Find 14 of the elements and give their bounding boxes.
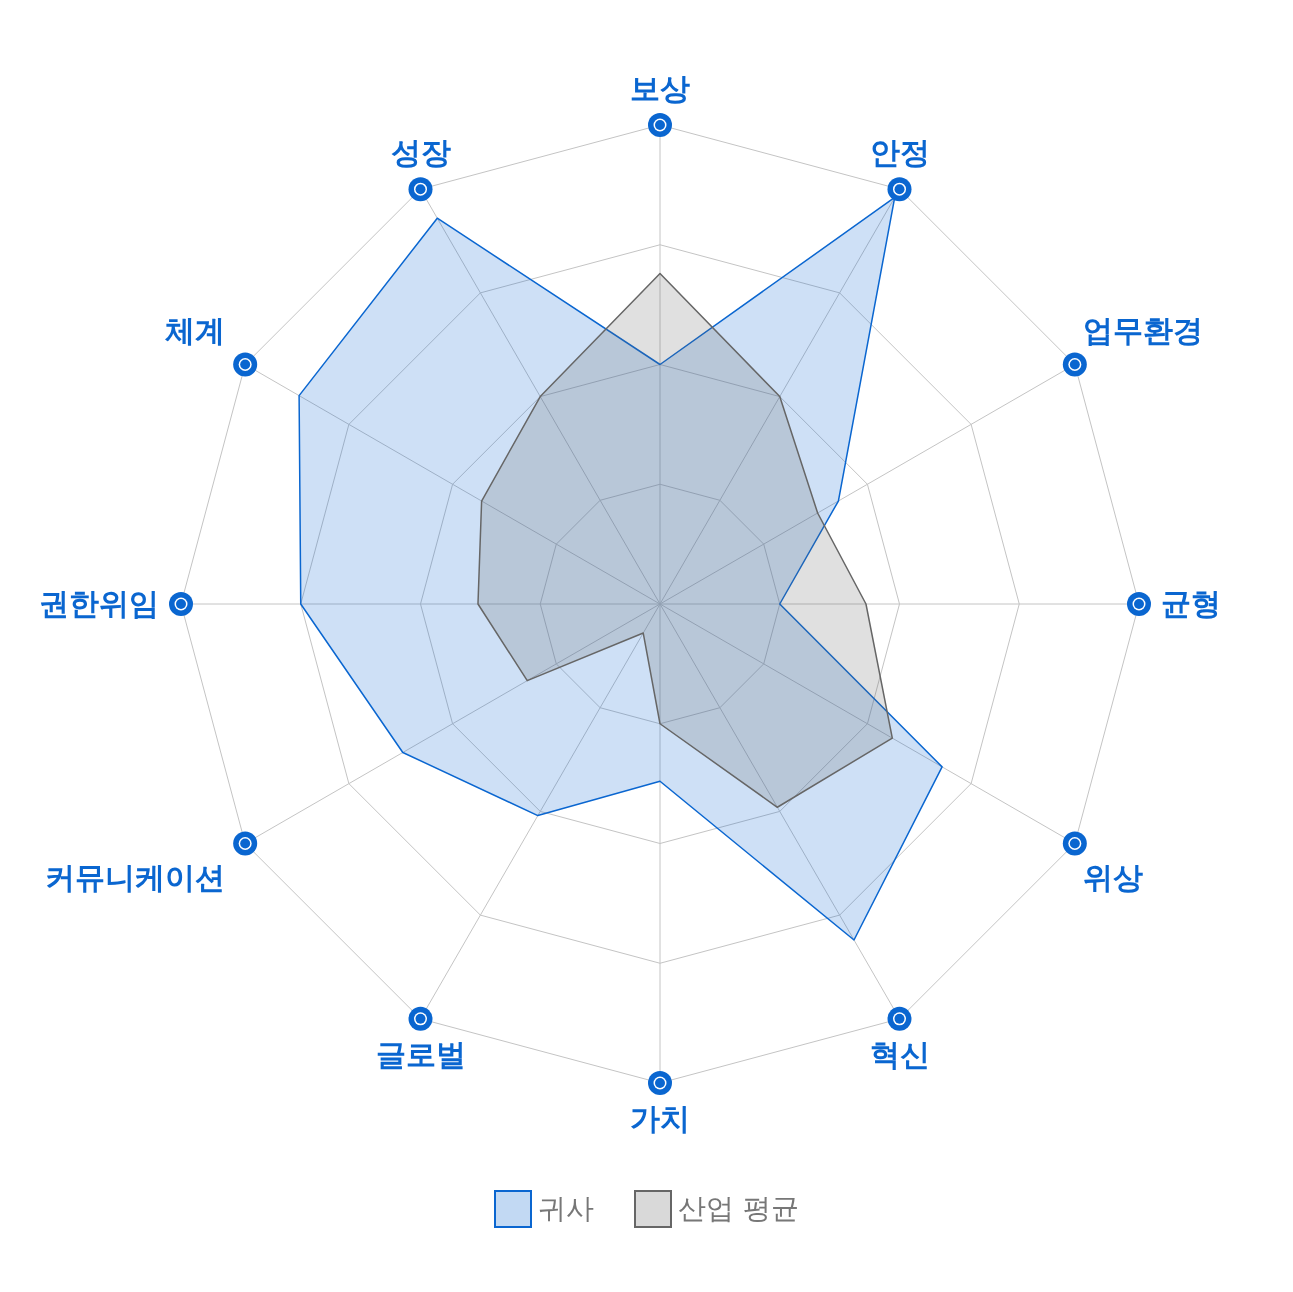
spoke-label: 안정 [869,135,930,171]
spoke-label: 체계 [165,312,226,348]
spoke-label: 위상 [1082,859,1143,895]
spoke-label: 혁신 [869,1036,930,1072]
spoke-label: 성장 [390,135,451,171]
spoke-label: 업무환경 [1082,312,1203,348]
spoke-label: 권한위임 [39,586,159,621]
spoke-label: 글로벌 [375,1036,466,1072]
legend-label: 귀사 [538,1191,595,1227]
legend-label: 산업 평균 [678,1191,799,1227]
spoke-label: 가치 [630,1101,690,1136]
spoke-label: 균형 [1161,586,1221,621]
spoke-label: 보상 [630,71,690,106]
spoke-label: 커뮤니케이션 [45,859,226,895]
